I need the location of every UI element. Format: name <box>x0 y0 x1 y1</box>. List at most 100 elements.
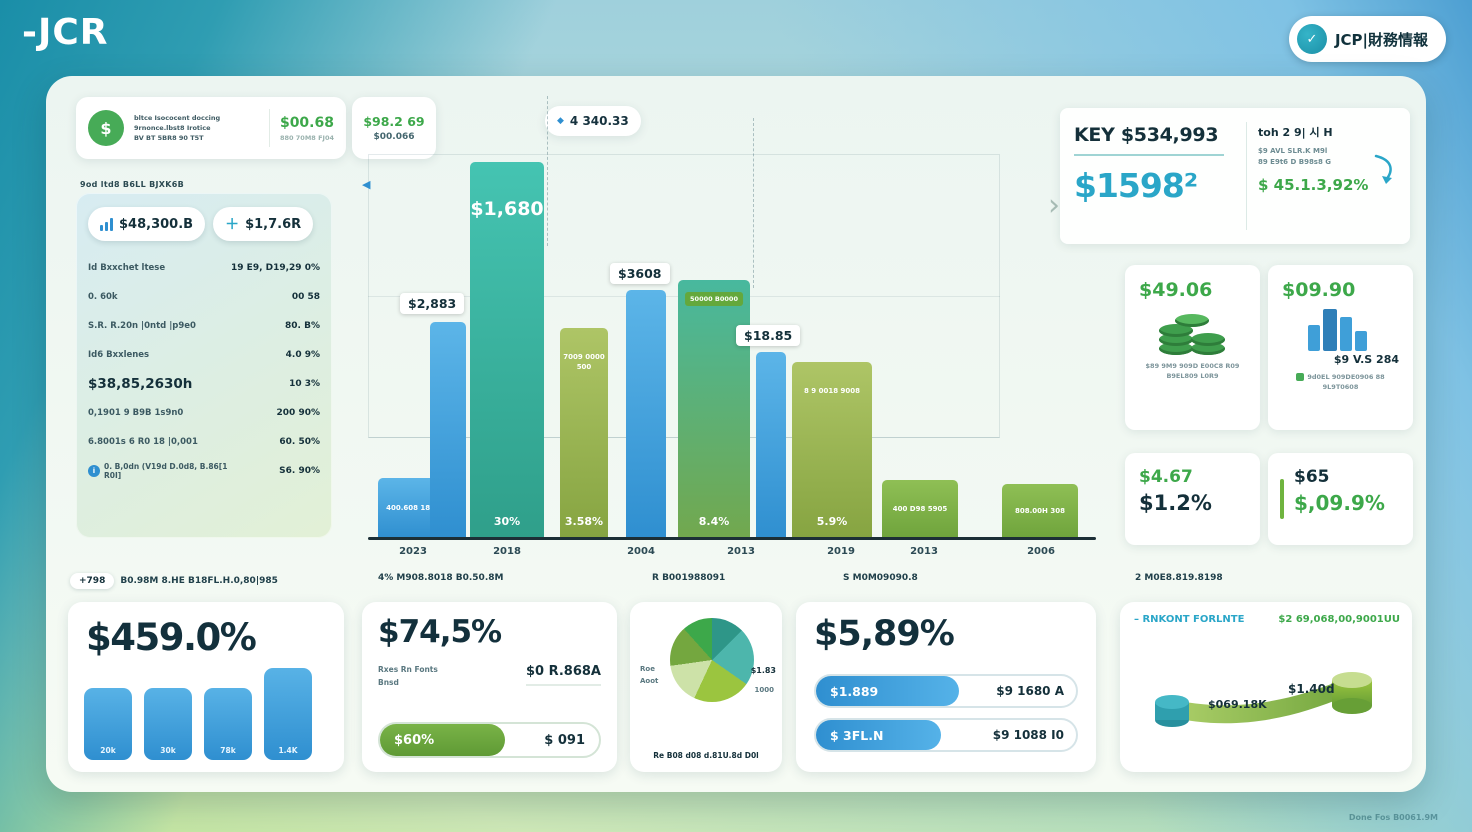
mini-bar[interactable]: 78k <box>204 688 252 760</box>
stat-line-2: $1.2% <box>1139 491 1212 515</box>
x-tick-label: 2004 <box>627 546 655 557</box>
progress-left-label: $60% <box>394 732 435 748</box>
dashed-guide <box>547 96 548 246</box>
summary-value: $00.68 <box>279 114 334 131</box>
brand-badge[interactable]: ✓ JCP|財務情報 <box>1288 16 1446 62</box>
progress-bar[interactable]: $ 3FL.N $9 1088 I0 <box>814 718 1078 752</box>
mini-stat-card: $98.2 69 $00.066 <box>352 97 436 159</box>
mini-stat-value: $98.2 69 <box>363 114 425 129</box>
chart-bar[interactable]: 7009 0000 500 3.58% <box>560 328 608 538</box>
chart-bar[interactable]: 8 9 0018 9008 5.9% <box>792 362 872 538</box>
chart-bar[interactable] <box>626 290 666 538</box>
dashed-guide <box>753 118 754 288</box>
bar-label: 7009 0000 500 <box>563 353 605 372</box>
ribbon-label-top: $1.40d <box>1288 682 1335 696</box>
list-item[interactable]: 6.8001s 6 R0 18 |0,001 60. 50% <box>88 427 320 456</box>
stat-value: $09.90 <box>1282 279 1356 301</box>
chart-value-pill[interactable]: ◆ 4 340.33 <box>545 106 641 136</box>
chart-bar[interactable] <box>430 322 466 538</box>
list-item[interactable]: i 0. B,0dn (V19d D.0d8, B.86[1 R0I] S6. 9… <box>88 456 320 485</box>
caption-text: 4% M908.8018 B0.50.8M <box>378 573 504 583</box>
ribbon-label-mid: $069.18K <box>1208 698 1267 711</box>
summary-value-block: $00.68 880 70M8 FJ04 <box>280 115 334 142</box>
key-title: KEY $534,993 <box>1074 124 1219 146</box>
metric-label: $38,85,2630h <box>88 375 193 392</box>
curved-arrow-icon <box>1374 154 1392 184</box>
bar-chip-label: 50000 B0000 <box>685 292 743 306</box>
chart-bar[interactable]: $1,680 30% <box>470 162 544 538</box>
progress-right-label: $9 1088 I0 <box>992 728 1064 742</box>
info-icon: i <box>88 464 100 477</box>
caption-pill[interactable]: +798 <box>70 573 115 589</box>
pie-caption: Re B08 d08 d.81U.8d D0l <box>653 751 759 760</box>
list-item[interactable]: Id Bxxchet ltese 19 E9, D19,29 0% <box>88 253 320 282</box>
mini-bar[interactable]: 20k <box>84 688 132 760</box>
stat-pill-total[interactable]: $48,300.B <box>88 207 206 241</box>
key-big-value: $1598² <box>1074 166 1198 205</box>
bar-label: 400.608 1853 <box>386 503 440 512</box>
pie-chart[interactable] <box>670 618 754 702</box>
kpi-card-pie: Roe Aoot $1.83 1000 Re B08 d08 d.81U.8d D… <box>630 602 782 772</box>
stat-card-rate-2: $65 $,09.9% <box>1268 453 1413 545</box>
coins-icon <box>1157 311 1229 355</box>
bar-chart-icon <box>100 217 113 231</box>
list-item[interactable]: 0. 60k 00 58 <box>88 282 320 311</box>
ribbon-title: – RNKONT FORLNTE <box>1134 614 1245 625</box>
summary-card: $ bltce Isococent doccing 9rnonce.lbst8 … <box>76 97 346 159</box>
metric-label: S.R. R.20n |0ntd |p9e0 <box>88 320 196 331</box>
metric-value: S6. 90% <box>279 465 320 476</box>
stat-caption: 9d0EL 909DE0906 88 9L9T0608 <box>1282 372 1399 393</box>
list-item[interactable]: Id6 Bxxlenes 4.0 9% <box>88 340 320 369</box>
key-side-block: toh 2 9| 시 H $9 AVL SLR.K M9l 89 E9t6 D … <box>1258 124 1400 194</box>
pie-tick-1: $1.83 <box>750 666 776 675</box>
x-tick-label: 2013 <box>910 546 938 557</box>
chart-bar[interactable]: 400 D98 5905 <box>882 480 958 538</box>
green-bar-icon <box>1280 479 1284 519</box>
chart-bar[interactable]: 808.00H 308 <box>1002 484 1078 538</box>
bar-percent: 3.58% <box>564 515 604 528</box>
bar-percent: 30% <box>493 515 521 528</box>
ribbon-chart <box>1155 672 1372 727</box>
chart-bar[interactable]: 50000 B0000 8.4% <box>678 280 750 538</box>
list-item[interactable]: $38,85,2630h 10 3% <box>88 369 320 398</box>
mini-bar-label: 20k <box>100 746 116 755</box>
pie-tick-2: 1000 <box>754 686 774 694</box>
divider <box>1246 122 1247 230</box>
x-tick-label: 2019 <box>827 546 855 557</box>
summary-line-2: 9rnonce.lbst8 Irotice <box>134 123 211 132</box>
caption-item: +798 B0.98M 8.HE B18FL.H.0,80|985 <box>70 573 278 589</box>
progress-fill: $ 3FL.N <box>816 720 941 750</box>
chevron-right-icon[interactable]: › <box>1048 188 1060 223</box>
chart-bar[interactable] <box>756 352 786 538</box>
metric-value: 4.0 9% <box>285 349 320 360</box>
left-panel-title: 9od ltd8 B6LL BJXK6B <box>80 180 184 189</box>
plus-icon: ＋ <box>225 217 240 233</box>
mini-bar[interactable]: 30k <box>144 688 192 760</box>
progress-bar[interactable]: $1.889 $9 1680 A <box>814 674 1078 708</box>
mini-stat-sub: $00.066 <box>373 132 415 142</box>
list-item[interactable]: 0,1901 9 B9B 1s9n0 200 90% <box>88 398 320 427</box>
bar-label: 8 9 0018 9008 <box>803 387 861 395</box>
metric-value: 80. B% <box>285 320 320 331</box>
stat-pill-delta[interactable]: ＋ $1,7.6R <box>213 207 314 241</box>
stat-card-coins: $49.06 $89 9M9 909D E00C8 R09 B9EL809 L0… <box>1125 265 1260 430</box>
metric-list: Id Bxxchet ltese 19 E9, D19,29 0% 0. 60k… <box>88 253 320 485</box>
progress-bar[interactable]: $60% $ 091 <box>378 722 601 758</box>
caption-text: S M0M09090.8 <box>843 573 918 583</box>
arrow-left-icon[interactable]: ◀ <box>362 178 371 191</box>
mini-bar[interactable]: 1.4K <box>264 668 312 760</box>
stat-pill-delta-value: $1,7.6R <box>245 216 302 232</box>
key-side-line-2: 89 E9t6 D B98s8 G <box>1258 158 1332 167</box>
summary-line-1: bltce Isococent doccing <box>134 113 221 122</box>
chart-pill-value: 4 340.33 <box>569 114 629 128</box>
stat-line-1: $4.67 <box>1139 467 1193 487</box>
list-item[interactable]: S.R. R.20n |0ntd |p9e0 80. B% <box>88 311 320 340</box>
kpi-sublabel: Rxes Rn Fonts Bnsd <box>378 665 438 687</box>
progress-right-label: $ 091 <box>544 732 585 748</box>
progress-right-label: $9 1680 A <box>996 684 1064 698</box>
progress-left-label: $1.889 <box>830 683 879 699</box>
kpi-value: $5,89% <box>814 614 955 654</box>
x-axis <box>368 537 1096 540</box>
mini-bar-label: 30k <box>160 746 176 755</box>
left-data-panel: $48,300.B ＋ $1,7.6R Id Bxxchet ltese 19 … <box>76 193 332 538</box>
